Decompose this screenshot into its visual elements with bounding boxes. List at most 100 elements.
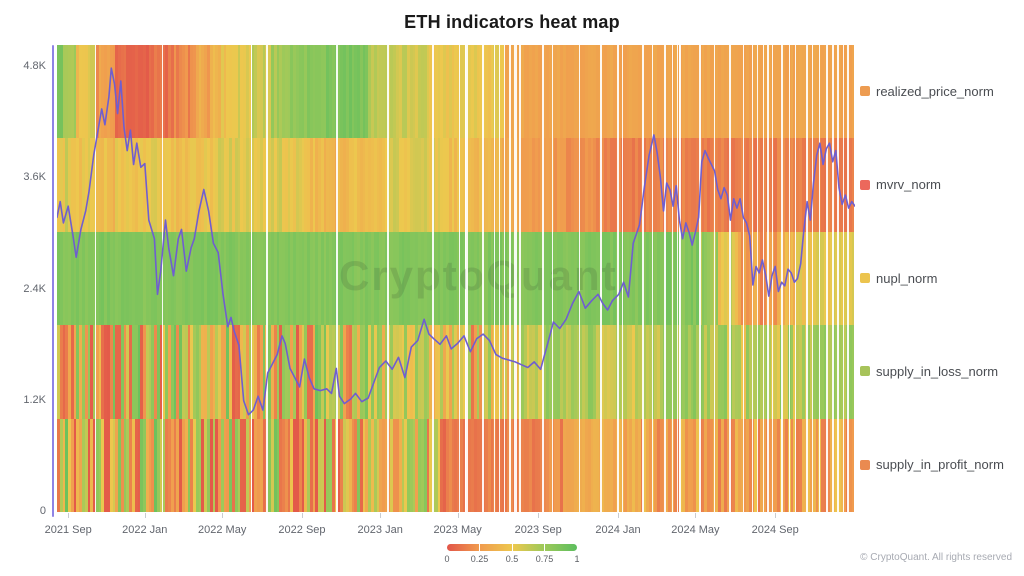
- gap-line: [831, 45, 834, 512]
- y-tick-label: 0: [39, 505, 46, 517]
- heatmap-cell: [446, 45, 466, 139]
- heatmap-cell: [57, 138, 77, 232]
- heatmap-row-realized_price_norm: [57, 45, 855, 139]
- gap-line: [742, 45, 745, 512]
- heatmap-cell: [523, 231, 544, 326]
- heatmap-cell: [329, 418, 349, 512]
- x-tick-label: 2023 Jan: [357, 524, 403, 536]
- heatmap-cell: [57, 231, 77, 326]
- legend-label: realized_price_norm: [876, 83, 994, 99]
- heatmap-cell: [562, 231, 583, 326]
- heatmap-cell: [173, 138, 194, 232]
- heatmap-cell: [407, 325, 427, 419]
- gap-line: [161, 45, 164, 512]
- heatmap-cell: [232, 45, 252, 139]
- y-tick-label: 4.8K: [23, 60, 46, 73]
- heatmap-cell: [387, 231, 408, 326]
- x-tick-mark: [457, 513, 459, 518]
- gap-line: [578, 45, 581, 512]
- legend-item-supply_in_loss_norm[interactable]: supply_in_loss_norm: [860, 364, 998, 379]
- colorbar-tick-label: 0: [444, 554, 450, 564]
- heatmap-plot[interactable]: CryptoQuant: [57, 45, 855, 512]
- heatmap-cell: [134, 45, 155, 139]
- x-tick-label: 2022 Jan: [122, 524, 168, 536]
- legend-item-supply_in_profit_norm[interactable]: supply_in_profit_norm: [860, 457, 1004, 472]
- heatmap-cell: [601, 418, 622, 512]
- heatmap-cell: [270, 45, 291, 139]
- heatmap-cell: [173, 45, 194, 139]
- gap-line: [504, 45, 506, 512]
- heatmap-cell: [737, 418, 758, 512]
- heatmap-cell: [368, 138, 388, 232]
- gap-line: [617, 45, 619, 512]
- gap-line: [794, 45, 796, 512]
- heatmap-cell: [582, 325, 602, 419]
- heatmap-cell: [173, 418, 194, 512]
- gap-line: [679, 45, 681, 512]
- gap-line: [780, 45, 783, 512]
- legend-item-mvrv_norm[interactable]: mvrv_norm: [860, 177, 941, 192]
- x-tick-mark: [380, 513, 382, 518]
- x-tick-mark: [695, 513, 697, 518]
- legend-label: supply_in_profit_norm: [876, 457, 1004, 473]
- gap-line: [542, 45, 544, 512]
- heatmap-cell: [115, 418, 135, 512]
- heatmap-cell: [737, 325, 758, 419]
- heatmap-cell: [309, 418, 330, 512]
- x-tick-mark: [301, 513, 303, 518]
- heatmap-cell: [154, 418, 174, 512]
- colorbar-tick-label: 0.5: [505, 554, 519, 564]
- gap-line: [806, 45, 809, 512]
- gap-line: [513, 45, 517, 512]
- heatmap-cell: [270, 231, 291, 326]
- heatmap-cell: [582, 138, 602, 232]
- heatmap-cell: [446, 418, 466, 512]
- heatmap-cell: [446, 138, 466, 232]
- gap-line: [847, 45, 849, 512]
- gap-line: [788, 45, 791, 512]
- heatmap-cell: [601, 231, 622, 326]
- heatmap-cell: [329, 231, 349, 326]
- legend-label: nupl_norm: [876, 270, 938, 286]
- colorbar-segment: [447, 544, 479, 551]
- heatmap-cell: [329, 138, 349, 232]
- gap-line: [493, 45, 495, 512]
- heatmap-cell: [290, 45, 310, 139]
- heatmap-cell: [212, 325, 232, 419]
- heatmap-cell: [796, 45, 816, 139]
- gap-line: [94, 45, 96, 512]
- colorbar-labels: 0 0.25 0.5 0.75 1: [444, 554, 580, 566]
- heatmap-cell: [232, 231, 252, 326]
- heatmap-cell: [582, 231, 602, 326]
- gap-line: [664, 45, 666, 512]
- heatmap-cell: [387, 418, 408, 512]
- gap-line: [482, 45, 484, 512]
- legend-item-nupl_norm[interactable]: nupl_norm: [860, 271, 937, 286]
- legend-swatch: [860, 179, 870, 190]
- colorbar-tick-label: 1: [574, 554, 580, 564]
- heatmap-cell: [115, 325, 135, 419]
- heatmap-cell: [193, 325, 213, 419]
- heatmap-cell: [232, 138, 252, 232]
- heatmap-cell: [290, 418, 310, 512]
- legend-item-realized_price_norm[interactable]: realized_price_norm: [860, 84, 994, 99]
- gap-line: [699, 45, 702, 512]
- gap-line: [266, 45, 268, 512]
- heatmap-cell: [446, 325, 466, 419]
- legend-label: supply_in_loss_norm: [876, 363, 999, 379]
- gap-line: [728, 45, 731, 512]
- x-tick-mark: [617, 513, 619, 518]
- heatmap-cell: [718, 138, 738, 232]
- x-tick-label: 2024 May: [671, 524, 720, 536]
- heatmap-cell: [796, 325, 816, 419]
- x-tick-mark: [222, 513, 224, 518]
- heatmap-row-supply_in_profit_norm: [57, 418, 855, 512]
- heatmap-cell: [309, 231, 330, 326]
- heatmap-cell: [95, 138, 116, 232]
- colorbar-segment: [545, 544, 577, 551]
- x-tick-mark: [144, 513, 146, 518]
- heatmap-cell: [134, 138, 155, 232]
- gap-line: [826, 45, 828, 512]
- legend-swatch: [860, 366, 870, 377]
